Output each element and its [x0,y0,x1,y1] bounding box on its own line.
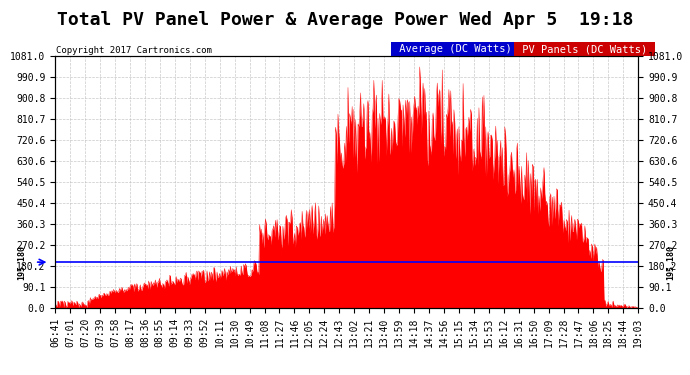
Text: PV Panels (DC Watts): PV Panels (DC Watts) [516,44,653,54]
Text: Total PV Panel Power & Average Power Wed Apr 5  19:18: Total PV Panel Power & Average Power Wed… [57,11,633,29]
Text: 195.180: 195.180 [666,244,675,280]
Text: Average (DC Watts): Average (DC Watts) [393,44,518,54]
Text: 195.180: 195.180 [17,244,26,280]
Text: Copyright 2017 Cartronics.com: Copyright 2017 Cartronics.com [57,46,213,55]
